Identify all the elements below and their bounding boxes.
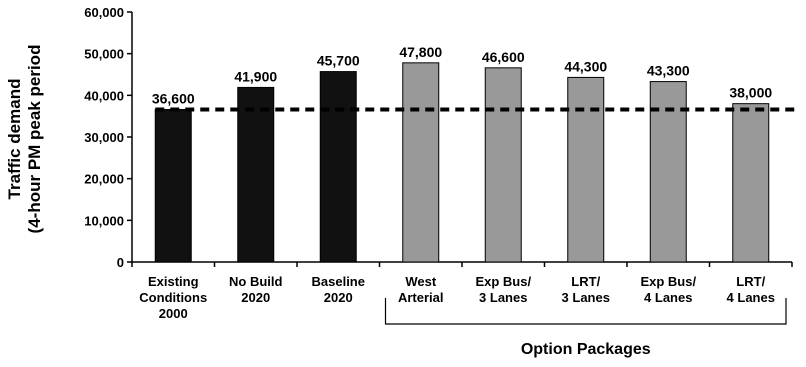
category-label: Conditions [139,290,207,305]
y-tick-label: 60,000 [84,5,124,20]
category-label: Exp Bus/ [640,274,696,289]
y-axis-label-line: Traffic demand [5,79,24,200]
y-tick-label: 10,000 [84,213,124,228]
category-label: 4 Lanes [644,290,692,305]
bar [732,103,770,263]
data-label: 46,600 [482,49,525,65]
bar [567,76,605,263]
data-label: 47,800 [399,44,442,60]
bar [649,81,687,263]
bar [154,109,192,263]
bar [237,86,275,263]
category-label: 3 Lanes [562,290,610,305]
bar [319,71,357,263]
y-axis: 0 10,000 20,000 30,000 40,000 50,000 60,000 [84,5,133,270]
category-label: 2020 [324,290,353,305]
category-label: 2000 [159,306,188,321]
category-label: Arterial [398,290,444,305]
data-label: 38,000 [729,85,772,101]
option-packages-group: Option Packages [384,298,787,358]
x-axis [131,261,793,267]
y-axis-label-line: (4-hour PM peak period [25,45,44,234]
data-label: 43,300 [647,63,690,79]
y-tick-label: 20,000 [84,172,124,187]
bars [154,62,770,263]
category-label: 2020 [241,290,270,305]
data-labels: 36,600 41,900 45,700 47,800 46,600 44,300 43,3… [152,44,773,107]
category-label: LRT/ [736,274,765,289]
category-label: 4 Lanes [727,290,775,305]
y-tick-label: 40,000 [84,88,124,103]
data-label: 36,600 [152,91,195,107]
data-label: 45,700 [317,53,360,69]
bar [402,62,440,263]
data-label: 41,900 [234,68,277,84]
category-label: No Build [229,274,282,289]
y-tick-label: 50,000 [84,47,124,62]
category-label: Existing [148,274,199,289]
y-axis-label: Traffic demand (4-hour PM peak period [5,45,44,234]
group-bracket [384,298,787,325]
category-label: 3 Lanes [479,290,527,305]
group-label: Option Packages [521,341,651,358]
category-label: Baseline [312,274,365,289]
y-tick-label: 30,000 [84,130,124,145]
category-label: LRT/ [571,274,600,289]
bar [484,67,522,263]
category-label: Exp Bus/ [475,274,531,289]
y-tick-label: 0 [117,255,124,270]
data-label: 44,300 [564,58,607,74]
category-label: West [405,274,436,289]
